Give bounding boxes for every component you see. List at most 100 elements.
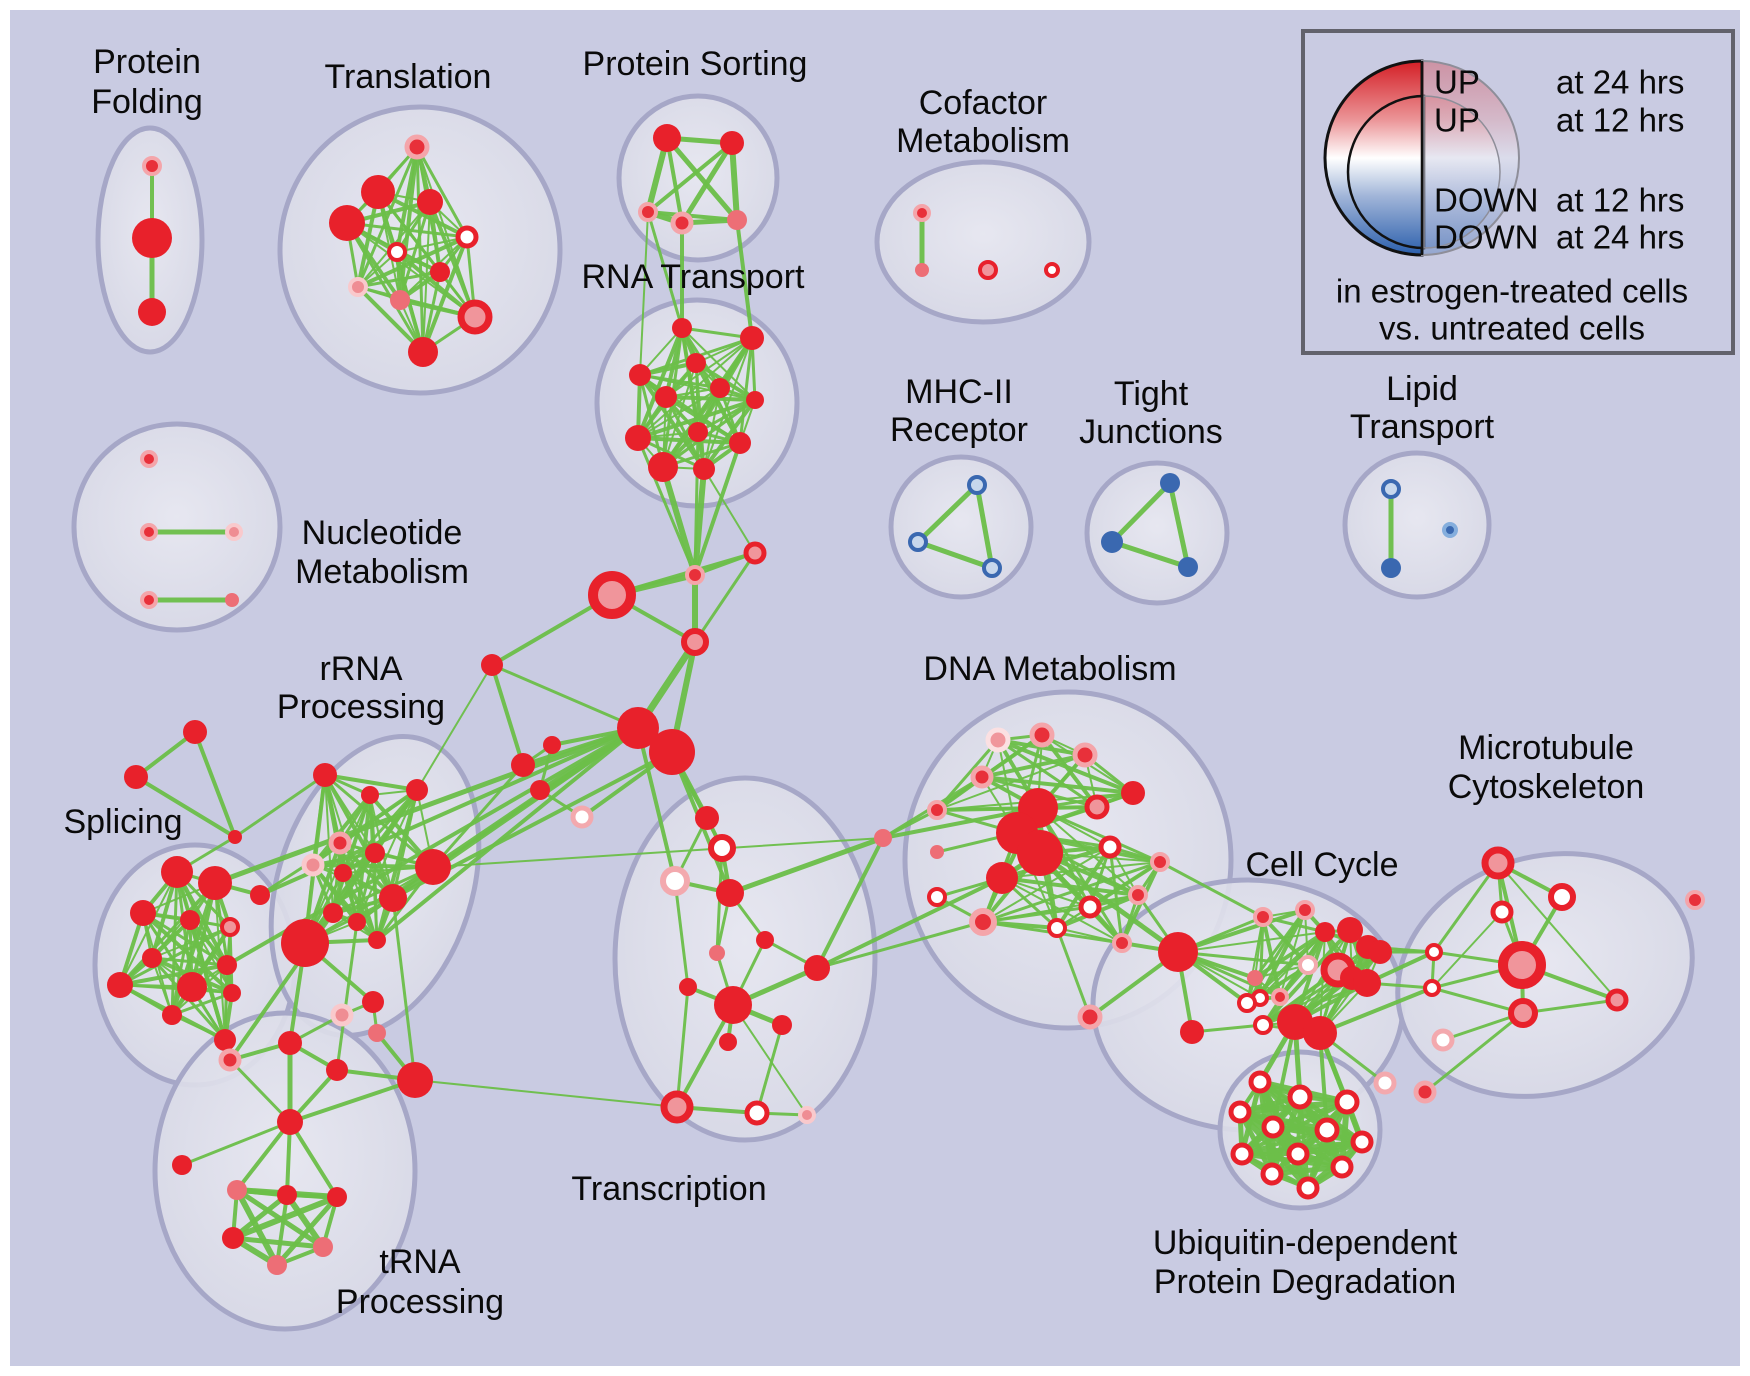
edge (374, 852, 378, 941)
node-tt8 (267, 1255, 287, 1275)
node-dm11 (1121, 781, 1145, 805)
node-dm10 (1084, 794, 1110, 820)
edge (335, 920, 359, 1072)
edge (703, 337, 753, 470)
edge (1036, 806, 1124, 945)
edge (693, 441, 742, 577)
node-cc7 (1368, 940, 1392, 964)
node-tr5 (455, 225, 479, 249)
edge (288, 1120, 339, 1199)
node-tx7 (679, 978, 697, 996)
edge (1318, 986, 1434, 1035)
edge (815, 876, 1004, 970)
cluster-trna-processing-boundary (152, 1010, 418, 1332)
node-tj3 (1178, 557, 1198, 577)
node-tx10 (772, 1015, 792, 1035)
edge (1240, 1128, 1329, 1156)
node-tx8 (804, 955, 830, 981)
cluster-cofactor-metabolism-label: Metabolism (896, 122, 1070, 160)
node-rt7 (746, 391, 764, 409)
node-mtA (1425, 943, 1443, 961)
node-cc18 (1303, 1016, 1337, 1050)
edge (258, 841, 342, 897)
edge (665, 337, 753, 398)
edge (415, 145, 425, 354)
node-dm1 (985, 727, 1011, 753)
node-tr2 (361, 175, 395, 209)
node-nm3 (225, 523, 243, 541)
node-dm16 (969, 908, 997, 936)
edge (1055, 926, 1092, 1019)
legend-glyph-inner-left-half (1346, 94, 1426, 250)
edge (180, 1120, 292, 1167)
cluster-mhc-ii-receptor-boundary (888, 454, 1034, 600)
cluster-tight-junctions-label: Tight (1114, 375, 1189, 413)
edge (693, 430, 700, 577)
node-sp6 (142, 948, 162, 968)
edge (288, 1078, 417, 1124)
node-lp2 (1381, 558, 1401, 578)
node-hub2 (649, 729, 695, 775)
node-dm14 (986, 862, 1018, 894)
node-sp5 (220, 917, 240, 937)
legend-glyph-inner-right-half (1423, 95, 1501, 249)
edge (118, 963, 229, 987)
node-ub11 (1260, 1162, 1284, 1186)
edge (118, 925, 232, 987)
node-mh3 (982, 558, 1002, 578)
edge (755, 1023, 784, 1115)
node-sp4 (180, 910, 200, 930)
edge (1036, 806, 1162, 864)
edge (230, 1192, 290, 1241)
edge (732, 1004, 808, 1116)
cluster-protein-folding-label: Protein (93, 43, 201, 81)
node-pf3 (138, 298, 166, 326)
edge (428, 200, 477, 319)
node-ub9 (1286, 1142, 1310, 1166)
edge (391, 896, 417, 1082)
edge (639, 211, 649, 376)
edge (639, 374, 756, 401)
node-ch7 (570, 805, 594, 829)
edge (637, 387, 721, 439)
legend-caption-line: in estrogen-treated cells (1336, 273, 1688, 310)
node-ub3 (1334, 1089, 1360, 1115)
node-tr10 (457, 299, 493, 335)
node-mt4 (1498, 941, 1546, 989)
node-ch1 (685, 565, 705, 585)
node-ch4 (681, 628, 709, 656)
node-br0 (250, 885, 270, 905)
node-tt7 (313, 1237, 333, 1257)
cluster-cofactor-metabolism-label: Cofactor (919, 84, 1048, 122)
node-tb4 (397, 1062, 433, 1098)
node-ch2 (588, 571, 636, 619)
node-ch3 (743, 541, 767, 565)
node-mt9 (1413, 1080, 1437, 1104)
node-rr5 (301, 853, 325, 877)
legend-box (1301, 29, 1735, 355)
node-dm21 (1077, 1004, 1103, 1030)
edge (416, 664, 493, 791)
node-tg2 (124, 765, 148, 789)
node-ps4 (670, 211, 694, 235)
edge (1177, 931, 1326, 953)
edge (982, 894, 1139, 923)
node-nm5 (225, 593, 239, 607)
node-cc5 (1337, 917, 1363, 943)
edge (284, 1192, 326, 1250)
cluster-lipid-transport-label: Lipid (1386, 370, 1458, 408)
cluster-splicing-label: Splicing (63, 803, 182, 841)
node-ub6 (1314, 1117, 1340, 1143)
node-ps5 (727, 210, 747, 230)
edge (1158, 860, 1265, 919)
edge (1430, 986, 1525, 1015)
edge (636, 398, 757, 440)
node-tj1 (1160, 473, 1180, 493)
node-sp10 (223, 984, 241, 1002)
node-tt4 (277, 1185, 297, 1205)
node-nm2 (140, 523, 158, 541)
node-mt7 (1431, 1028, 1455, 1052)
edge (974, 482, 995, 571)
node-tr4 (329, 205, 365, 241)
